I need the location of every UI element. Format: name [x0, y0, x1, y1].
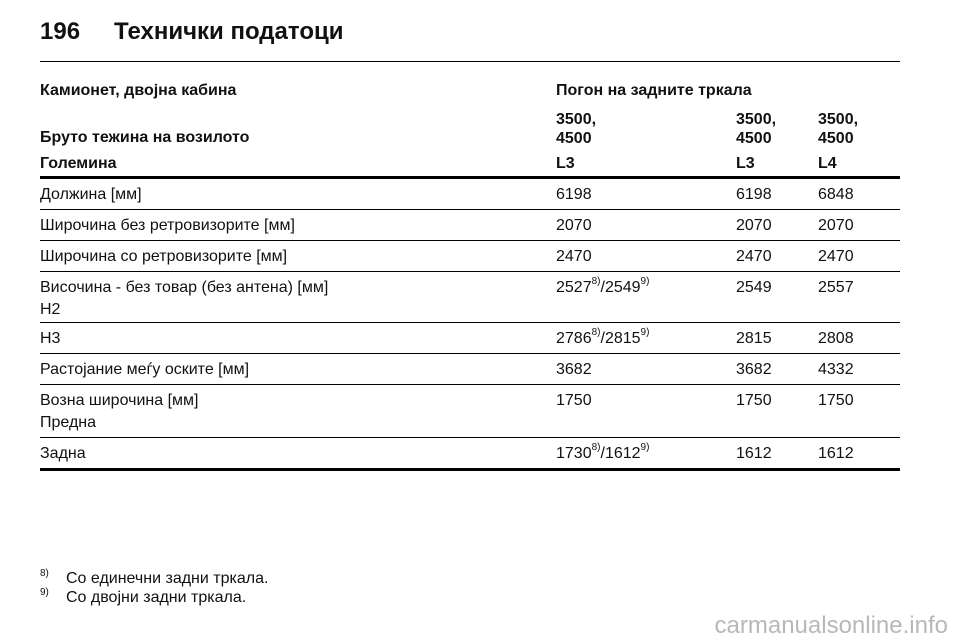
row-value: 3682	[736, 361, 772, 378]
row-sublabel: Предна	[40, 414, 97, 431]
row-value: 27868)/28159)	[556, 327, 650, 347]
row-value: 3682	[556, 361, 592, 378]
row-value: 1750	[736, 392, 772, 409]
row-value: 2070	[556, 217, 592, 234]
footnotes: 8) Со единечни задни тркала. 9) Со двојн…	[40, 568, 640, 608]
footnote-mark: 9)	[40, 587, 49, 598]
row-sublabel: H2	[40, 301, 61, 318]
vehicle-label: Камионет, двојна кабина	[40, 82, 237, 99]
page-title: Технички податоци	[114, 18, 344, 45]
page-number: 196	[40, 18, 81, 45]
row-value: 1612	[736, 445, 772, 462]
table-row: Должина [мм] 6198 6198 6848	[40, 179, 900, 210]
table-row: Задна 17308)/16129) 1612 1612	[40, 438, 900, 471]
size-2: L3	[736, 155, 755, 172]
table-row: Широчина без ретровизорите [мм] 2070 207…	[40, 210, 900, 241]
footnote: 9) Со двојни задни тркала.	[40, 587, 640, 608]
footnote-mark: 8)	[40, 568, 49, 579]
row-value: 2557	[818, 279, 854, 296]
drive-label: Погон на задните тркала	[556, 82, 752, 99]
row-label: Височина - без товар (без антена) [мм]	[40, 279, 329, 296]
row-value: 2070	[736, 217, 772, 234]
header-rule	[40, 61, 900, 62]
row-value: 4332	[818, 361, 854, 378]
row-value: 6198	[556, 186, 592, 203]
gross-weight-1: 3500, 4500	[556, 111, 597, 147]
row-value: 6198	[736, 186, 772, 203]
row-value: 2815	[736, 330, 772, 347]
row-value: 1750	[556, 392, 592, 409]
row-value: 2549	[736, 279, 772, 296]
size-label: Големина	[40, 155, 117, 172]
gross-weight-label: Бруто тежина на возилото	[40, 129, 250, 146]
gross-weight-row: Бруто тежина на возилото 3500, 4500 3500,…	[40, 110, 900, 152]
row-value: 2808	[818, 330, 854, 347]
row-value: 1612	[818, 445, 854, 462]
size-1: L3	[556, 155, 575, 172]
row-value: 1750	[818, 392, 854, 409]
row-label: Растојание меѓу оските [мм]	[40, 361, 250, 378]
table-row: Височина - без товар (без антена) [мм] H…	[40, 272, 900, 323]
row-value: 6848	[818, 186, 854, 203]
table-row: Широчина со ретровизорите [мм] 2470 2470…	[40, 241, 900, 272]
page-header: 196 Технички податоци	[40, 18, 900, 62]
row-value: 2470	[818, 248, 854, 265]
row-label: Возна широчина [мм]	[40, 392, 199, 409]
row-value: 25278)/25499)	[556, 276, 650, 296]
row-label: Задна	[40, 445, 86, 462]
gross-weight-3: 3500, 4500	[818, 111, 859, 147]
table-row: H3 27868)/28159) 2815 2808	[40, 323, 900, 354]
row-value: 2470	[736, 248, 772, 265]
size-3: L4	[818, 155, 837, 172]
row-label: Широчина со ретровизорите [мм]	[40, 248, 288, 265]
table-row: Растојание меѓу оските [мм] 3682 3682 43…	[40, 354, 900, 385]
row-label: Должина [мм]	[40, 186, 142, 203]
table-row: Возна широчина [мм] Предна 1750 1750 175…	[40, 385, 900, 438]
footnote-text: Со двојни задни тркала.	[66, 589, 247, 606]
specs-table: Камионет, двојна кабина Погон на задните…	[40, 70, 900, 471]
footnote-text: Со единечни задни тркала.	[66, 570, 269, 587]
size-row: Големина L3 L3 L4	[40, 152, 900, 179]
vehicle-row: Камионет, двојна кабина Погон на задните…	[40, 70, 900, 110]
row-label: H3	[40, 330, 61, 347]
row-label: Широчина без ретровизорите [мм]	[40, 217, 295, 234]
row-value: 17308)/16129)	[556, 442, 650, 462]
footnote: 8) Со единечни задни тркала.	[40, 568, 640, 589]
watermark: carmanualsonline.info	[714, 612, 948, 639]
row-value: 2470	[556, 248, 592, 265]
row-value: 2070	[818, 217, 854, 234]
gross-weight-2: 3500, 4500	[736, 111, 777, 147]
